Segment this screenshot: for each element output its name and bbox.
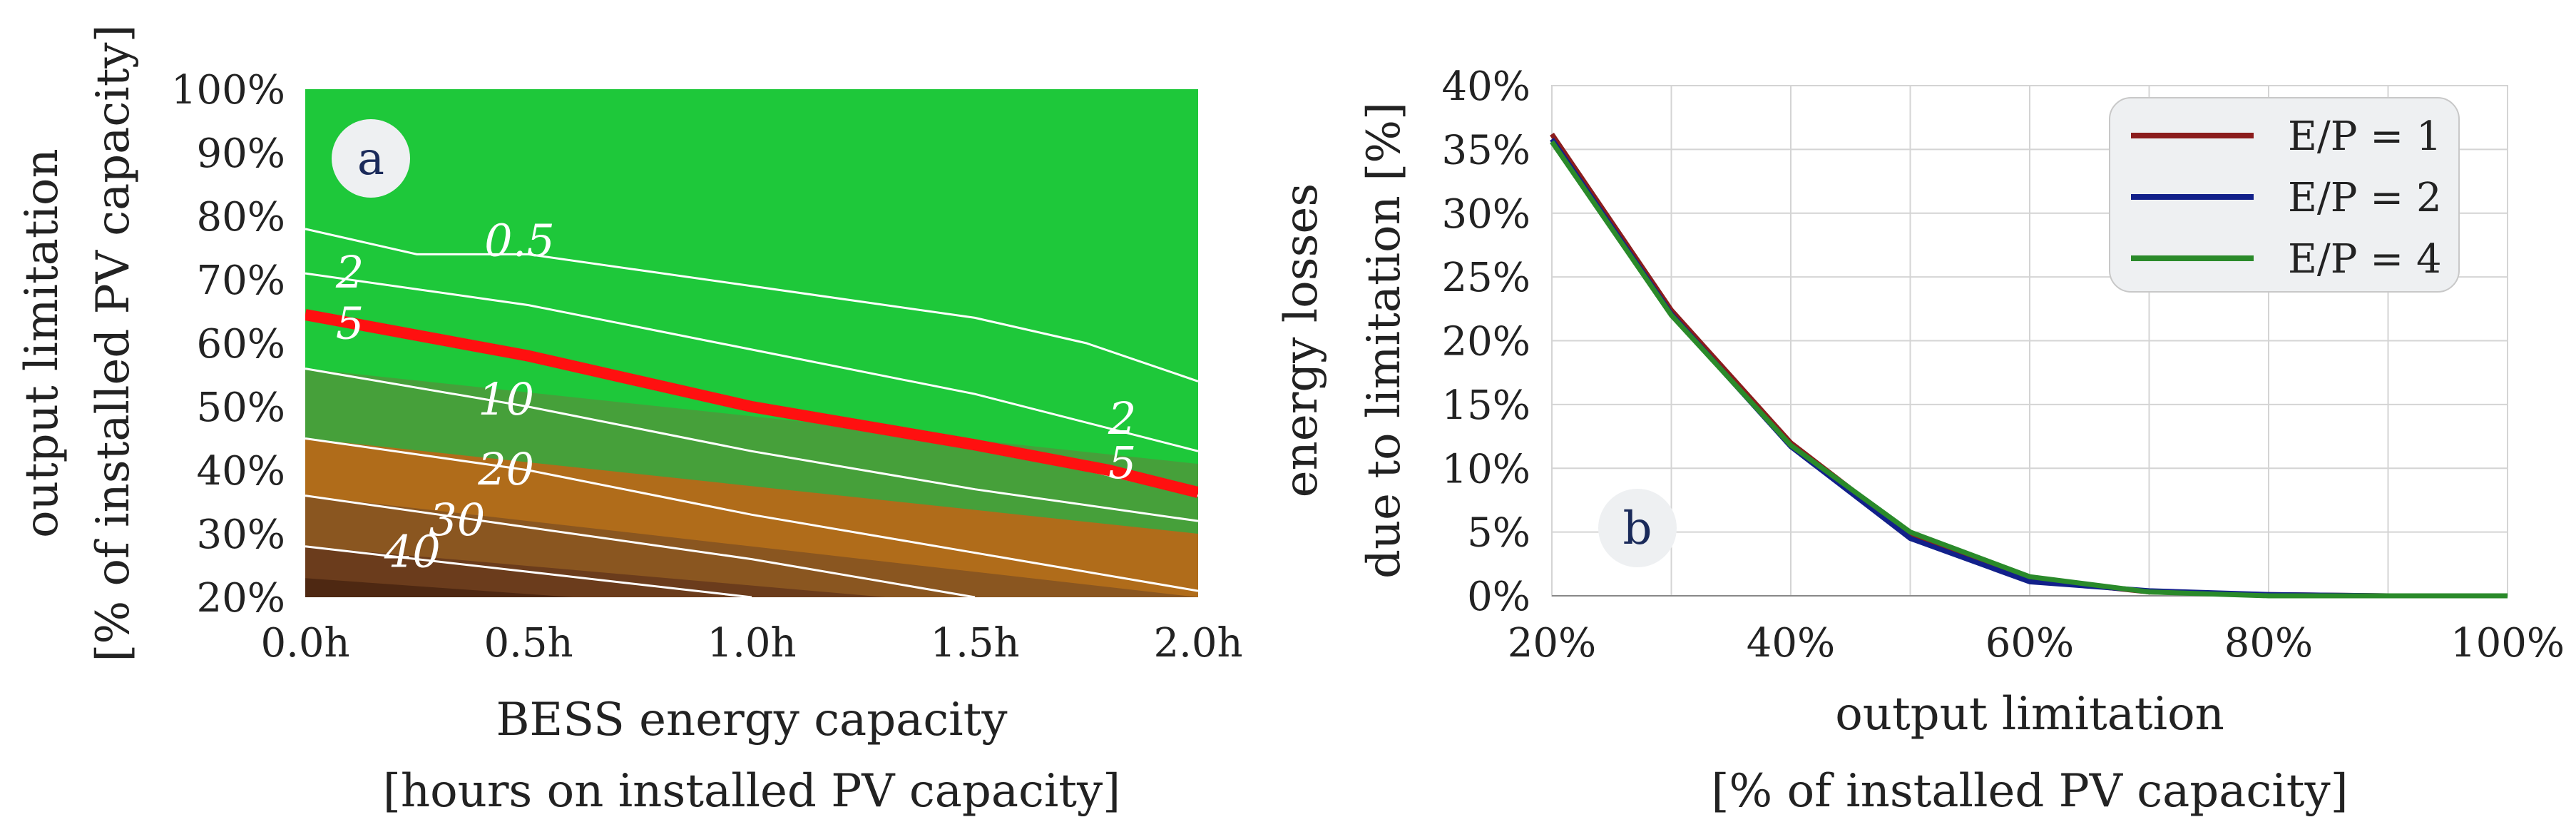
b-y-tick-label: 15% xyxy=(1442,382,1530,429)
a-xlabel-line2: [hours on installed PV capacity] xyxy=(383,765,1120,818)
a-x-tick-label: 1.0h xyxy=(707,620,796,666)
legend-label-2: E/P = 2 xyxy=(2288,175,2442,221)
contour-line-20 xyxy=(305,437,1198,592)
contour-label-20: 20 xyxy=(477,443,534,495)
b-x-tick-label: 20% xyxy=(1508,620,1596,666)
a-xlabel-line1: BESS energy capacity xyxy=(496,694,1008,746)
b-xlabel-line2: [% of installed PV capacity] xyxy=(1711,765,2348,818)
contour-label-2: 2 xyxy=(335,246,364,298)
b-y-tick-label: 20% xyxy=(1442,319,1530,365)
a-y-tick-label: 80% xyxy=(197,194,285,240)
b-y-tick-label: 35% xyxy=(1442,127,1530,173)
b-y-tick-label: 0% xyxy=(1467,574,1530,620)
a-y-tick-label: 50% xyxy=(197,385,285,431)
a-y-tick-label: 30% xyxy=(197,512,285,558)
a-y-tick-label: 60% xyxy=(197,321,285,367)
a-y-tick-label: 70% xyxy=(197,258,285,304)
b-ylabel-line1: energy losses xyxy=(1275,183,1328,497)
contour-line-2 xyxy=(305,272,1198,452)
contour-band-5 xyxy=(305,578,573,597)
legend-box xyxy=(2109,97,2460,293)
a-y-tick-label: 90% xyxy=(197,131,285,177)
b-xlabel-line1: output limitation xyxy=(1835,688,2224,741)
contour-label-5: 5 xyxy=(336,297,364,349)
b-y-tick-label: 10% xyxy=(1442,446,1530,492)
contour-line-30 xyxy=(305,494,976,597)
a-x-tick-label: 0.0h xyxy=(260,620,349,666)
b-y-tick-label: 25% xyxy=(1442,255,1530,301)
x-tick-labels: 0.0h 0.5h 1.0h 1.5h 2.0h xyxy=(260,620,1242,666)
legend-label-3: E/P = 4 xyxy=(2288,236,2442,283)
legend-label-1: E/P = 1 xyxy=(2288,113,2442,160)
a-ylabel-line2: [% of installed PV capacity] xyxy=(87,24,140,661)
y-tick-labels: 0% 5% 10% 15% 20% 25% 30% 35% 40% xyxy=(1442,64,1530,620)
b-ylabel-line2: due to limitation [%] xyxy=(1358,102,1411,579)
a-ylabel-line1: output limitation xyxy=(16,148,68,538)
contour-band-4 xyxy=(305,546,886,597)
panel-a-letter: a xyxy=(357,133,384,186)
contour-line-10 xyxy=(305,367,1198,522)
panel-b-letter: b xyxy=(1623,502,1652,555)
a-x-tick-label: 2.0h xyxy=(1153,620,1242,666)
b-x-tick-label: 80% xyxy=(2224,620,2313,666)
b-y-tick-label: 5% xyxy=(1467,510,1530,557)
panel-a-badge xyxy=(332,119,410,198)
b-x-tick-label: 100% xyxy=(2450,620,2565,666)
series-lines xyxy=(1550,132,2508,599)
b-x-tick-label: 60% xyxy=(1985,620,2074,666)
contour-line-0.5 xyxy=(305,228,1198,382)
contour-label-2: 2 xyxy=(1108,392,1136,445)
contour-label-40: 40 xyxy=(384,526,441,578)
a-y-tick-label: 20% xyxy=(197,575,285,622)
a-x-tick-label: 0.5h xyxy=(484,620,573,666)
b-y-tick-label: 40% xyxy=(1442,64,1530,110)
contour-line-40 xyxy=(305,545,752,597)
contour-label-5: 5 xyxy=(1108,437,1136,489)
panel-b: 20% 40% 60% 80% 100% 0% 5% 10% 15% 20% 25% 30% 35% 4… xyxy=(1275,64,2565,818)
highlight-line-group xyxy=(305,309,1198,498)
a-x-tick-label: 1.5h xyxy=(930,620,1019,666)
contour-label-10: 10 xyxy=(478,373,534,425)
y-tick-labels: 20% 30% 40% 50% 60% 70% 80% 90% 100% xyxy=(171,67,285,622)
contour-label-30: 30 xyxy=(429,494,485,546)
highlight-line xyxy=(305,309,1198,498)
legend: E/P = 1 E/P = 2 E/P = 4 xyxy=(2109,97,2460,293)
a-y-tick-label: 40% xyxy=(197,448,285,494)
series-line-3 xyxy=(1550,140,2508,599)
contour-label-0.5: 0.5 xyxy=(484,215,555,267)
b-y-tick-label: 30% xyxy=(1442,191,1530,238)
b-x-tick-label: 40% xyxy=(1747,620,1835,666)
panel-b-badge xyxy=(1598,489,1677,567)
a-y-tick-label: 100% xyxy=(171,67,285,113)
x-tick-labels: 20% 40% 60% 80% 100% xyxy=(1508,620,2565,666)
